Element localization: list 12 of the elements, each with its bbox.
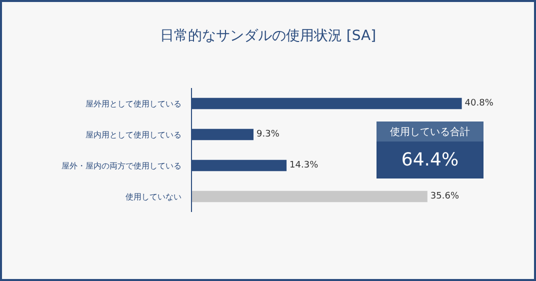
data-label: 35.6%: [430, 192, 460, 202]
data-label: 40.8%: [464, 98, 494, 108]
y-tick-label: 屋外用として使用している: [85, 99, 182, 108]
y-tick-label: 屋外・屋内の両方で使用している: [61, 161, 182, 170]
data-label: 14.3%: [290, 160, 319, 170]
bar: [192, 190, 428, 202]
data-label: 9.3%: [256, 130, 280, 140]
y-tick-label: 屋内用として使用している: [85, 130, 182, 140]
annotation: 使用している合計: [390, 126, 470, 138]
chart-title: 日常的なサンダルの使用状況 [SA]: [160, 28, 376, 44]
y-tick-label: 使用していない: [125, 192, 182, 202]
annotation: 64.4%: [401, 150, 459, 170]
